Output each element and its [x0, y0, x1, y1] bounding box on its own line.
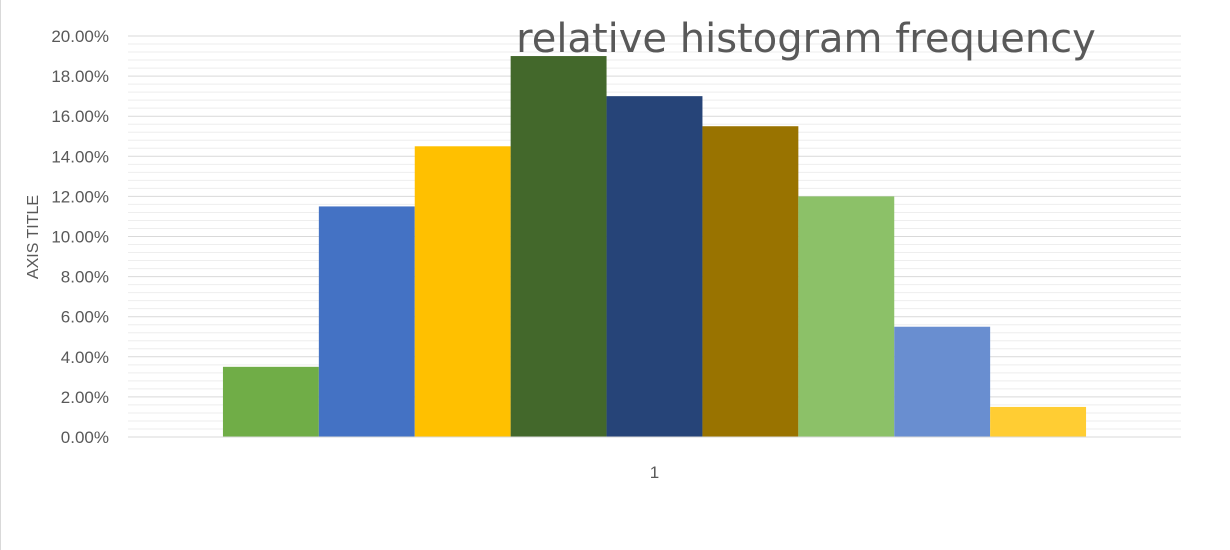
- bar-1: [222, 366, 319, 437]
- y-tick-label: 18.00%: [51, 67, 109, 86]
- y-tick-label: 2.00%: [61, 388, 109, 407]
- y-tick-label: 20.00%: [51, 27, 109, 46]
- bars: [222, 56, 1087, 438]
- bar-5: [606, 96, 703, 438]
- y-tick-label: 16.00%: [51, 107, 109, 126]
- y-tick-label: 10.00%: [51, 228, 109, 247]
- bar-4: [510, 56, 607, 438]
- y-tick-label: 14.00%: [51, 147, 109, 166]
- bar-2: [318, 206, 415, 437]
- bar-7: [798, 196, 895, 437]
- bar-8: [894, 326, 991, 437]
- chart-title: relative histogram frequency: [516, 16, 1096, 62]
- bar-3: [414, 146, 511, 437]
- y-tick-label: 0.00%: [61, 428, 109, 447]
- bar-9: [990, 406, 1087, 437]
- y-tick-labels: 0.00% 2.00% 4.00% 6.00% 8.00% 10.00% 12.00% 14.…: [51, 27, 109, 447]
- bar-6: [702, 126, 799, 437]
- x-tick-labels: 1: [650, 463, 659, 482]
- y-tick-label: 8.00%: [61, 268, 109, 287]
- y-tick-label: 4.00%: [61, 348, 109, 367]
- y-axis-title: AXIS TITLE: [25, 195, 42, 279]
- y-tick-label: 6.00%: [61, 308, 109, 327]
- y-tick-label: 12.00%: [51, 187, 109, 206]
- x-tick-label: 1: [650, 463, 659, 482]
